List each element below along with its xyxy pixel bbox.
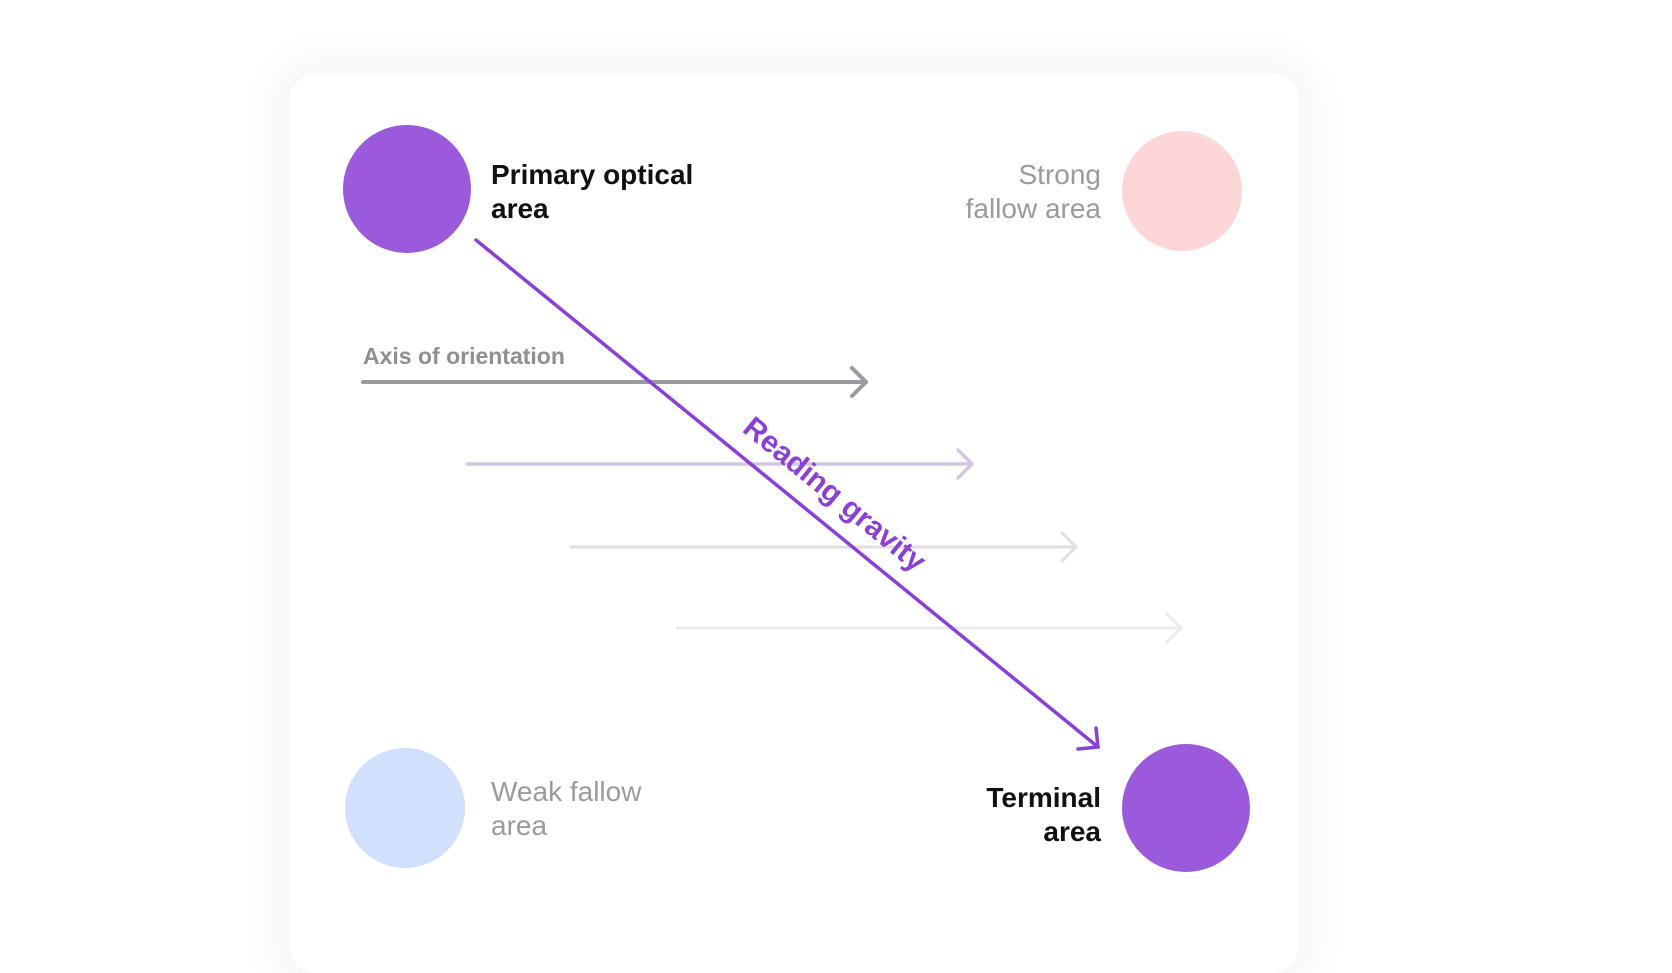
strong-fallow-area-circle <box>1122 131 1242 251</box>
reading-gravity-arrow <box>474 238 1100 751</box>
axis-arrow-1 <box>361 366 868 398</box>
primary-optical-area-label: Primary optical area <box>491 158 693 226</box>
axis-arrow-4 <box>675 612 1183 644</box>
arrows-layer <box>361 238 1183 751</box>
weak-fallow-area-circle <box>345 748 465 868</box>
terminal-area-label: Terminal area <box>986 781 1101 849</box>
primary-label-line2: area <box>491 193 549 224</box>
primary-label-line1: Primary optical <box>491 159 694 190</box>
strong-fallow-area-label: Strong fallow area <box>966 158 1101 226</box>
weak-label-line1: Weak fallow <box>491 776 642 807</box>
axis-arrow-3 <box>569 531 1078 563</box>
strong-label-line1: Strong <box>1018 159 1102 190</box>
primary-optical-area-circle <box>343 125 471 253</box>
axis-of-orientation-label: Axis of orientation <box>363 343 565 369</box>
terminal-label-line2: area <box>1043 816 1101 847</box>
terminal-area-circle <box>1122 744 1250 872</box>
terminal-label-line1: Terminal <box>986 782 1101 813</box>
strong-label-line2: fallow area <box>965 193 1101 224</box>
weak-fallow-area-label: Weak fallow area <box>491 775 641 843</box>
weak-label-line2: area <box>491 810 548 841</box>
axis-arrow-2 <box>465 448 974 480</box>
